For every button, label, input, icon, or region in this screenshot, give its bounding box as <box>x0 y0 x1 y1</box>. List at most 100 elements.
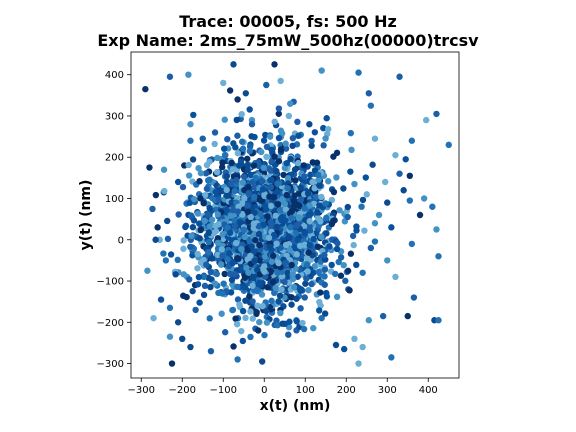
data-point <box>185 172 193 179</box>
data-point <box>260 221 267 228</box>
data-point <box>371 220 379 227</box>
data-point <box>236 301 243 308</box>
data-point <box>206 204 213 212</box>
data-point <box>187 243 194 250</box>
data-point <box>249 315 256 322</box>
data-point <box>289 134 297 142</box>
data-point <box>250 162 258 169</box>
data-point <box>242 314 249 322</box>
data-point <box>400 187 407 194</box>
data-point <box>408 240 416 248</box>
data-point <box>233 177 240 184</box>
data-point <box>293 295 300 302</box>
data-point <box>246 143 254 150</box>
data-point <box>258 291 266 298</box>
data-point <box>162 257 170 264</box>
data-point <box>228 159 235 167</box>
data-point <box>197 195 204 202</box>
data-point <box>406 172 413 179</box>
data-point <box>306 242 313 249</box>
data-point <box>255 162 262 170</box>
data-point <box>207 347 215 355</box>
data-point <box>231 187 238 195</box>
data-point <box>296 242 304 250</box>
data-point <box>259 358 266 365</box>
data-point <box>160 250 167 257</box>
data-point <box>221 116 228 123</box>
data-point <box>429 203 436 210</box>
data-point <box>336 207 343 214</box>
data-point <box>204 177 212 184</box>
data-point <box>255 327 262 334</box>
data-point <box>284 184 291 192</box>
data-point <box>239 307 247 315</box>
data-point <box>179 183 187 191</box>
data-point <box>272 212 279 219</box>
data-point <box>253 286 261 294</box>
data-point <box>290 197 298 205</box>
data-point <box>305 249 312 256</box>
data-point <box>241 194 248 202</box>
data-point <box>261 253 269 260</box>
data-point <box>220 145 228 152</box>
data-point <box>259 186 267 193</box>
data-point <box>224 224 231 232</box>
data-point <box>267 202 275 210</box>
data-point <box>246 106 253 113</box>
data-point <box>195 164 202 172</box>
y-tick-label: −300 <box>97 359 124 370</box>
data-point <box>240 226 247 233</box>
data-point <box>332 341 340 349</box>
data-point <box>274 180 281 187</box>
data-point <box>214 239 222 247</box>
data-point <box>300 162 308 169</box>
data-point <box>333 174 340 181</box>
data-point <box>269 252 277 259</box>
data-point <box>245 269 252 277</box>
data-point <box>275 110 282 117</box>
data-point <box>282 145 290 152</box>
data-point <box>180 237 187 244</box>
data-point <box>306 227 314 234</box>
data-point <box>189 287 196 295</box>
data-point <box>240 173 248 180</box>
data-point <box>392 151 399 159</box>
data-point <box>297 286 305 293</box>
data-point <box>288 294 295 301</box>
data-point <box>388 354 395 361</box>
data-point <box>258 148 265 156</box>
data-point <box>187 343 194 351</box>
data-point <box>273 240 280 247</box>
data-point <box>234 150 242 157</box>
data-point <box>259 177 266 185</box>
data-point <box>235 255 242 262</box>
data-point <box>301 173 308 180</box>
data-point <box>334 240 341 247</box>
data-point <box>353 227 360 234</box>
data-point <box>396 170 403 177</box>
data-point <box>253 308 260 316</box>
data-point <box>317 289 324 296</box>
data-point <box>311 263 318 270</box>
data-point <box>194 265 201 272</box>
data-point <box>369 161 376 168</box>
data-point <box>186 199 194 206</box>
data-point <box>166 73 174 80</box>
data-point <box>239 211 246 218</box>
data-point <box>296 202 303 210</box>
data-point <box>300 325 308 333</box>
data-point <box>299 319 306 327</box>
data-point <box>278 286 285 293</box>
data-point <box>305 212 312 219</box>
data-point <box>268 258 275 265</box>
data-point <box>200 291 208 298</box>
chart-title-line1: Trace: 00005, fs: 500 Hz <box>179 12 397 31</box>
data-point <box>284 269 291 277</box>
data-point <box>261 268 268 275</box>
data-point <box>306 121 313 128</box>
data-point <box>273 167 280 175</box>
y-tick-label: −200 <box>97 318 124 329</box>
data-point <box>282 140 289 147</box>
data-point <box>243 264 250 272</box>
data-point <box>248 120 256 128</box>
